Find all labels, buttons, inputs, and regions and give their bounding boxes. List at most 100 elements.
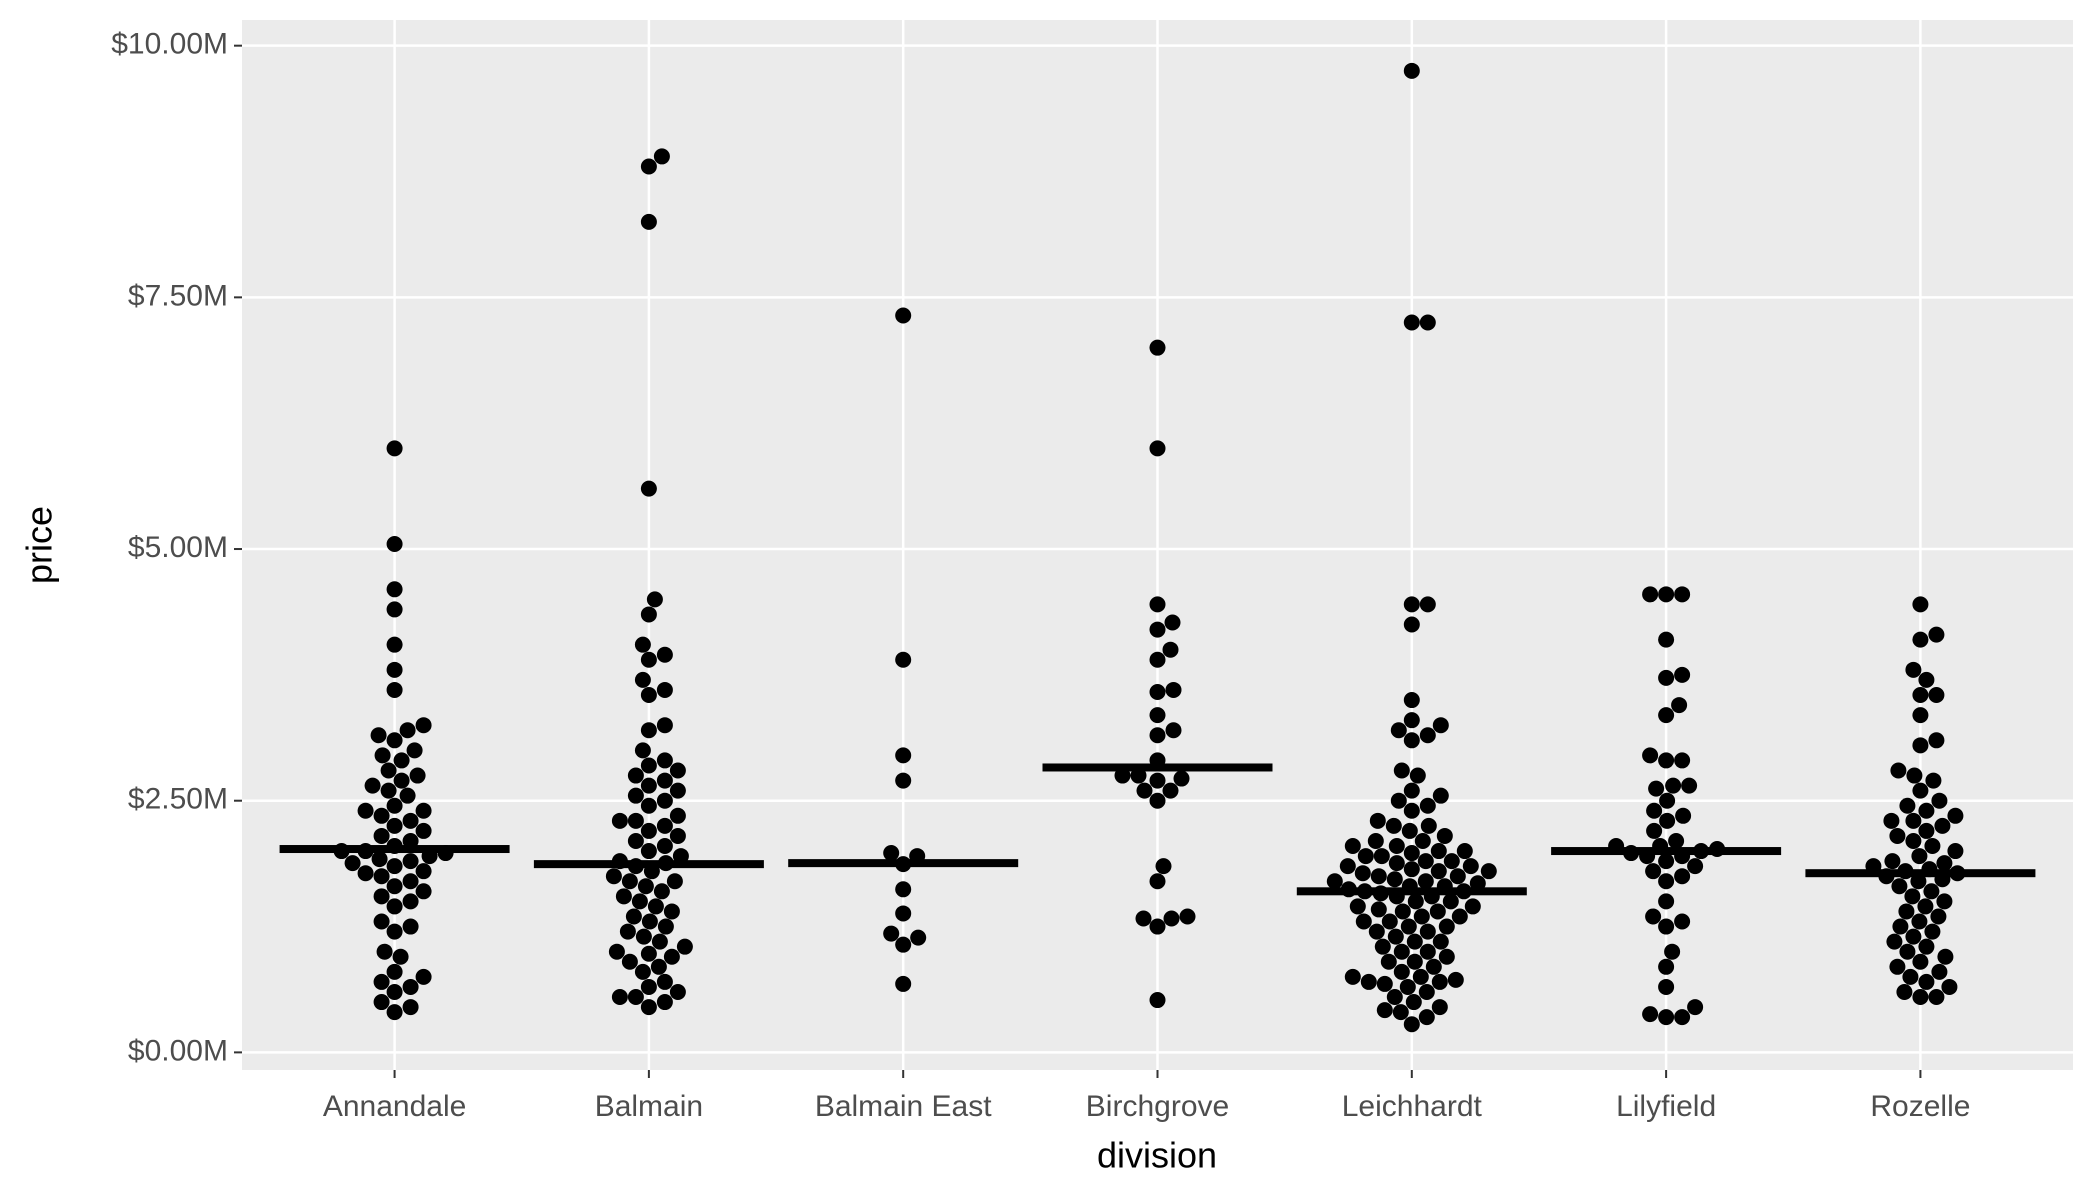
- point: [1432, 933, 1449, 950]
- point: [1394, 903, 1411, 920]
- point: [895, 772, 912, 789]
- point: [656, 772, 673, 789]
- point: [409, 767, 426, 784]
- point: [1925, 772, 1942, 789]
- point: [640, 158, 657, 175]
- point: [386, 661, 403, 678]
- point: [1918, 671, 1935, 688]
- point: [1387, 928, 1404, 945]
- point: [1642, 1006, 1659, 1023]
- point: [1659, 812, 1676, 829]
- point: [373, 973, 390, 990]
- point: [669, 782, 686, 799]
- point: [640, 999, 657, 1016]
- point: [386, 636, 403, 653]
- point: [1658, 1009, 1675, 1026]
- point: [392, 948, 409, 965]
- point: [1355, 913, 1372, 930]
- point: [1419, 596, 1436, 613]
- point: [1890, 762, 1907, 779]
- point: [344, 855, 361, 872]
- point: [1165, 681, 1182, 698]
- point: [1912, 687, 1929, 703]
- point: [415, 863, 432, 880]
- point: [656, 681, 673, 698]
- point: [666, 873, 683, 890]
- point: [1674, 868, 1691, 885]
- point: [1924, 923, 1941, 940]
- point: [1432, 717, 1449, 734]
- point: [373, 827, 390, 844]
- point: [1883, 812, 1900, 829]
- point: [373, 994, 390, 1011]
- point: [627, 787, 644, 804]
- point: [1136, 782, 1153, 799]
- point: [1658, 893, 1675, 910]
- point: [1399, 978, 1416, 995]
- point: [386, 898, 403, 915]
- point: [1912, 707, 1929, 724]
- point: [663, 903, 680, 920]
- point: [1674, 1009, 1691, 1026]
- point: [1407, 893, 1424, 910]
- point: [1912, 953, 1929, 970]
- y-tick-label: $10.00M: [111, 28, 228, 61]
- point: [1912, 596, 1929, 613]
- point: [415, 822, 432, 839]
- x-tick-label: Balmain: [595, 1090, 703, 1123]
- point: [1947, 807, 1964, 824]
- point: [1417, 873, 1434, 890]
- point: [621, 873, 638, 890]
- point: [910, 929, 927, 946]
- point: [1658, 853, 1675, 870]
- point: [1354, 865, 1371, 882]
- y-axis-title: price: [19, 506, 60, 584]
- point: [373, 807, 390, 824]
- point: [1381, 913, 1398, 930]
- point: [1403, 692, 1420, 709]
- point: [640, 480, 657, 497]
- point: [386, 797, 403, 814]
- point: [663, 948, 680, 965]
- point: [1403, 616, 1420, 633]
- point: [386, 681, 403, 698]
- point: [640, 945, 657, 962]
- point: [393, 752, 410, 769]
- point: [1367, 832, 1384, 849]
- point: [1380, 953, 1397, 970]
- point: [1393, 943, 1410, 960]
- point: [669, 983, 686, 1000]
- point: [1409, 767, 1426, 784]
- point: [656, 817, 673, 834]
- point: [1406, 953, 1423, 970]
- point: [1149, 873, 1166, 890]
- point: [656, 838, 673, 855]
- point: [1928, 732, 1945, 749]
- point: [1910, 873, 1927, 890]
- point: [1438, 948, 1455, 965]
- point: [1469, 875, 1486, 892]
- point: [1658, 586, 1675, 603]
- point: [1687, 999, 1704, 1016]
- point: [1902, 968, 1919, 985]
- point: [656, 752, 673, 769]
- point: [1401, 822, 1418, 839]
- marks: [279, 62, 2036, 1033]
- point: [656, 973, 673, 990]
- point: [1149, 707, 1166, 724]
- point: [1648, 780, 1665, 797]
- point: [399, 787, 416, 804]
- point: [1390, 722, 1407, 739]
- point: [608, 943, 625, 960]
- point: [640, 822, 657, 839]
- point: [1403, 802, 1420, 819]
- point: [1451, 908, 1468, 925]
- point: [640, 978, 657, 995]
- point: [402, 999, 419, 1016]
- point: [634, 963, 651, 980]
- point: [641, 913, 658, 930]
- point: [1442, 893, 1459, 910]
- point: [1671, 697, 1688, 714]
- point: [1357, 848, 1374, 865]
- point: [1406, 933, 1423, 950]
